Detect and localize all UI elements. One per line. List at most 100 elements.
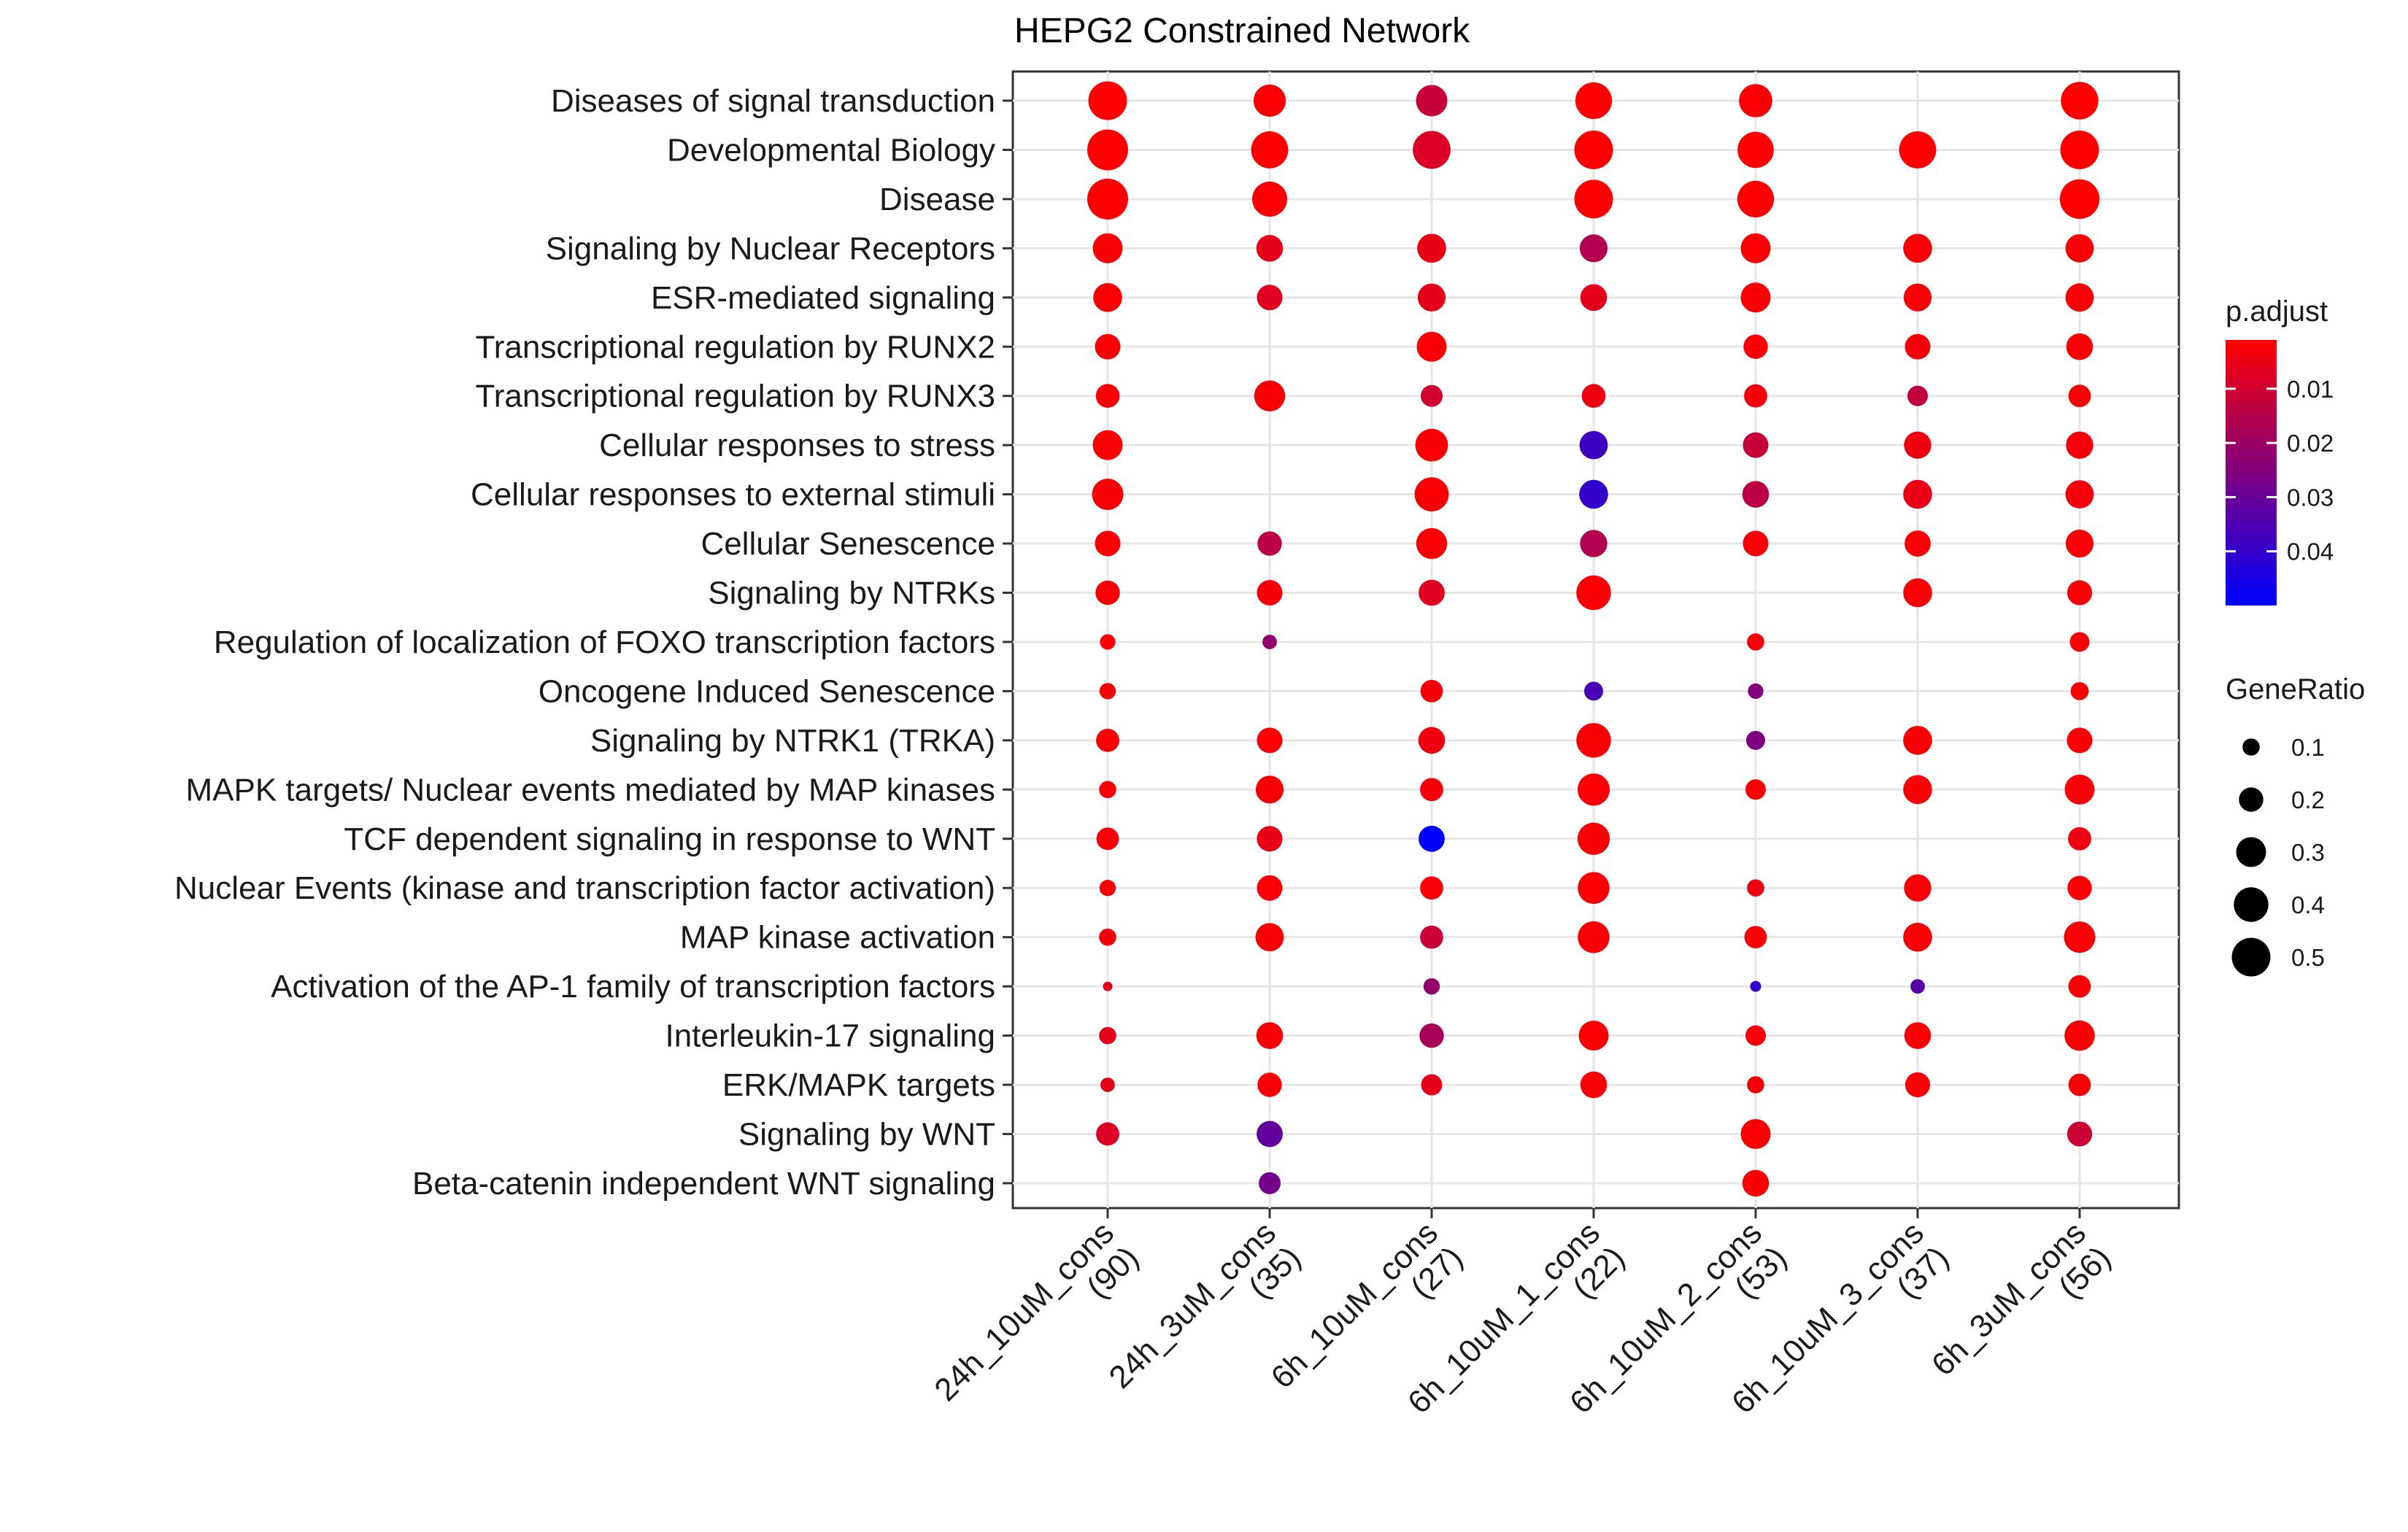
data-point <box>1903 726 1932 755</box>
data-point <box>1099 1026 1116 1045</box>
data-point <box>1419 825 1445 852</box>
data-point <box>2067 1121 2093 1147</box>
data-point <box>1577 822 1610 855</box>
data-point <box>1092 430 1123 460</box>
data-point <box>1259 1172 1281 1194</box>
data-point <box>2070 682 2089 700</box>
data-point <box>1257 875 1283 901</box>
x-tick-label: 6h_3uM_cons(56) <box>1925 1215 2118 1382</box>
data-point <box>1899 131 1937 169</box>
data-point <box>1904 1022 1932 1049</box>
data-point <box>1737 180 1775 217</box>
data-point <box>1253 84 1286 117</box>
data-point <box>1910 979 1925 994</box>
y-tick-label: Developmental Biology <box>667 132 995 168</box>
data-point <box>1740 282 1771 313</box>
data-point <box>1421 1074 1443 1096</box>
data-point <box>1743 432 1769 458</box>
data-point <box>1578 872 1610 904</box>
data-point <box>1252 181 1287 217</box>
y-tick-label: Nuclear Events (kinase and transcription… <box>174 870 995 906</box>
gene-ratio-legend: GeneRatio 0.1 0.2 0.3 0.4 0.5 <box>2226 673 2365 977</box>
data-point <box>1905 530 1931 557</box>
data-point <box>1096 728 1119 752</box>
gene-ratio-legend-label: 0.5 <box>2291 944 2325 971</box>
gene-ratio-legend-key <box>2231 937 2271 977</box>
data-point <box>2064 774 2095 805</box>
data-point <box>1420 925 1443 949</box>
data-point <box>1903 283 1932 312</box>
y-axis-labels: Diseases of signal transduction Developme… <box>174 83 995 1202</box>
y-tick-label: ERK/MAPK targets <box>722 1067 995 1103</box>
data-point <box>1574 130 1613 169</box>
y-tick-label: Interleukin-17 signaling <box>665 1018 995 1054</box>
data-point <box>1747 1076 1764 1094</box>
x-tick-label-name: 6h_3uM_cons <box>1925 1215 2093 1382</box>
data-point <box>1903 479 1932 509</box>
data-points <box>1087 81 2100 1197</box>
data-point <box>1576 723 1611 758</box>
data-point <box>1417 233 1446 263</box>
data-point <box>1744 926 1767 949</box>
data-point <box>2061 82 2099 120</box>
data-point <box>2060 130 2099 169</box>
x-tick-label-name: 24h_3uM_cons <box>1103 1215 1283 1395</box>
data-point <box>1584 681 1603 701</box>
gene-ratio-legend-title: GeneRatio <box>2226 673 2365 705</box>
data-point <box>1577 773 1610 806</box>
data-point <box>1415 428 1448 462</box>
data-point <box>1255 923 1284 952</box>
y-tick-label: Transcriptional regulation by RUNX2 <box>476 329 995 365</box>
y-tick-label: Disease <box>879 182 995 217</box>
data-point <box>1095 580 1120 606</box>
data-point <box>1574 179 1613 219</box>
data-point <box>1088 81 1127 120</box>
data-point <box>2065 529 2094 558</box>
data-point <box>1744 384 1767 408</box>
p-adjust-colorbar <box>2226 340 2277 606</box>
data-point <box>1092 479 1124 511</box>
colorbar-tick-label: 0.03 <box>2287 484 2334 511</box>
data-point <box>2067 727 2093 754</box>
data-point <box>1099 781 1116 799</box>
data-point <box>1580 284 1608 312</box>
data-point <box>1903 233 1932 263</box>
p-adjust-legend-title: p.adjust <box>2226 295 2328 328</box>
data-point <box>2068 827 2091 851</box>
data-point <box>2065 283 2094 312</box>
gene-ratio-legend-label: 0.3 <box>2291 839 2325 866</box>
data-point <box>1750 980 1761 992</box>
y-tick-label: ESR-mediated signaling <box>651 280 995 316</box>
data-point <box>1746 730 1765 750</box>
data-point <box>1100 1078 1115 1092</box>
data-point <box>2068 1073 2091 1096</box>
data-point <box>1903 775 1932 805</box>
data-point <box>1737 131 1774 169</box>
data-point <box>2064 1020 2095 1051</box>
data-point <box>1417 283 1446 312</box>
gene-ratio-legend-label: 0.2 <box>2291 786 2325 813</box>
data-point <box>1255 775 1284 804</box>
y-tick-label: Cellular responses to external stimuli <box>471 477 995 513</box>
data-point <box>1743 530 1769 557</box>
data-point <box>1578 1021 1609 1051</box>
data-point <box>2068 975 2091 998</box>
colorbar-tick-label: 0.01 <box>2287 376 2334 403</box>
data-point <box>1904 874 1932 902</box>
gene-ratio-legend-key <box>2239 787 2264 812</box>
data-point <box>1251 131 1289 169</box>
y-tick-label: Beta-catenin independent WNT signaling <box>412 1166 995 1202</box>
gene-ratio-legend-key <box>2236 837 2266 867</box>
data-point <box>1576 575 1611 611</box>
data-point <box>1103 981 1113 991</box>
data-point <box>2065 480 2094 508</box>
data-point <box>1748 683 1764 700</box>
y-tick-label: MAP kinase activation <box>680 920 995 956</box>
data-point <box>1580 1071 1608 1099</box>
data-point <box>1742 481 1770 508</box>
data-point <box>1414 477 1449 511</box>
data-point <box>1418 727 1446 754</box>
y-tick-label: Transcriptional regulation by RUNX3 <box>476 379 995 414</box>
data-point <box>1096 1122 1119 1146</box>
